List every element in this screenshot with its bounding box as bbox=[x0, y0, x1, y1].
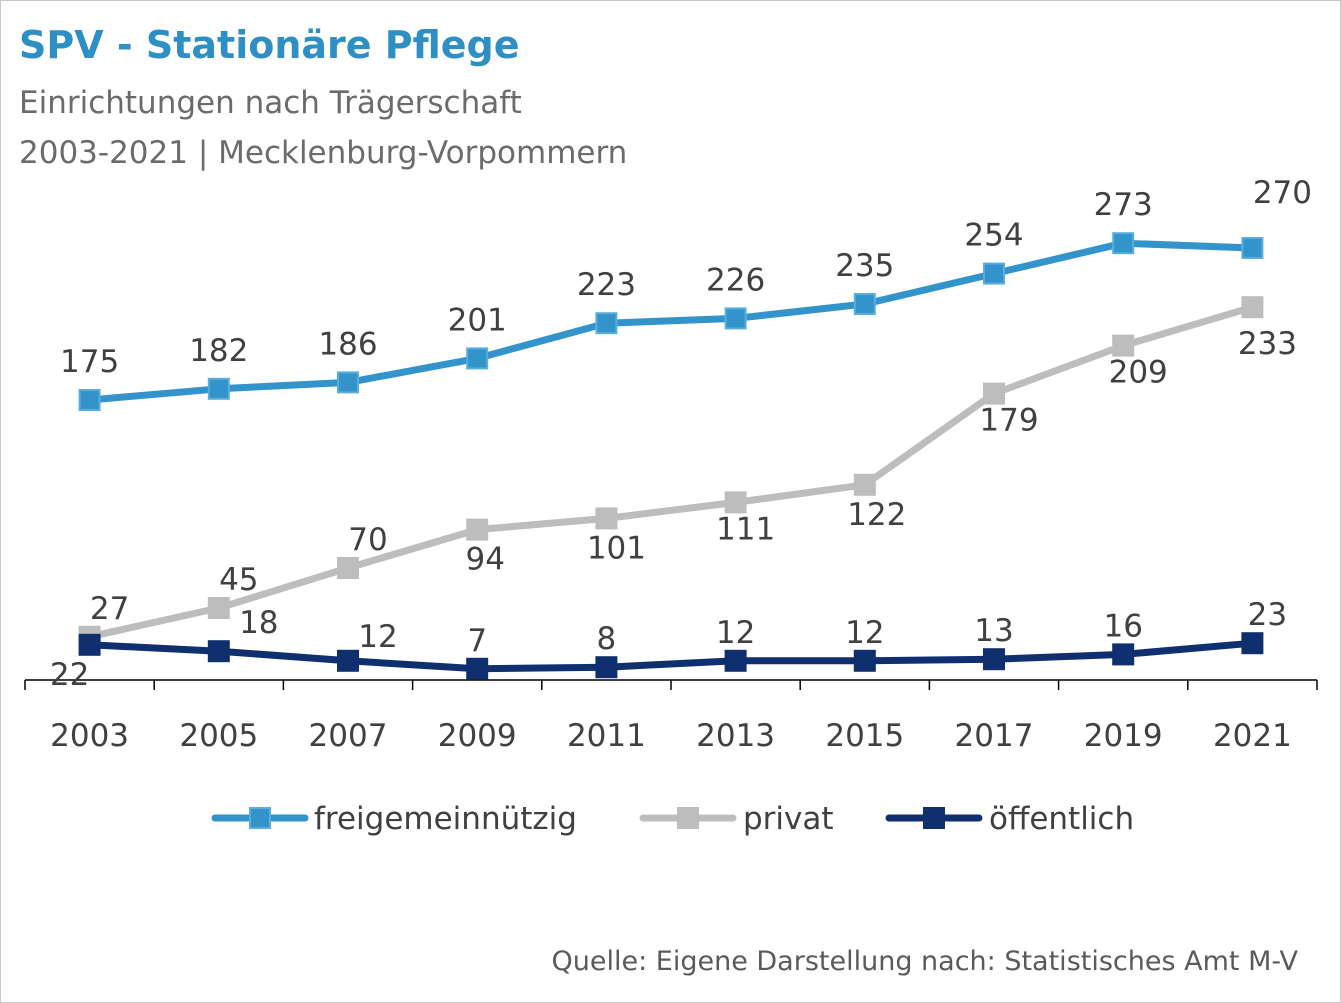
data-label: 122 bbox=[847, 497, 906, 533]
line-chart: 2003 2005 2007 2009 2011 2013 2015 2017 2019 2021… bbox=[24, 175, 1318, 837]
x-tick-label: 2005 bbox=[179, 718, 258, 754]
legend-label: privat bbox=[743, 801, 834, 837]
data-point-marker bbox=[724, 649, 747, 672]
x-tick-label: 2009 bbox=[438, 718, 517, 754]
series-line-2 bbox=[86, 639, 1256, 673]
data-label: 235 bbox=[835, 248, 894, 284]
data-point-marker bbox=[595, 656, 618, 679]
data-label: 270 bbox=[1253, 175, 1312, 211]
data-point-marker bbox=[1112, 643, 1135, 666]
chart-subtitle-period-region: 2003-2021 | Mecklenburg-Vorpommern bbox=[19, 135, 628, 171]
data-label: 226 bbox=[706, 262, 765, 298]
chart-subtitle: Einrichtungen nach Trägerschaft bbox=[19, 85, 522, 121]
data-point-marker bbox=[853, 293, 876, 315]
data-point-marker bbox=[337, 557, 359, 579]
data-point-marker bbox=[595, 507, 618, 530]
legend-marker-2 bbox=[923, 807, 945, 829]
data-point-marker bbox=[466, 657, 489, 680]
data-label: 18 bbox=[239, 605, 278, 641]
data-label: 13 bbox=[974, 613, 1013, 649]
data-point-marker bbox=[78, 633, 101, 656]
data-label: 273 bbox=[1094, 187, 1153, 223]
series-line-1 bbox=[86, 303, 1256, 641]
x-tick-label: 2013 bbox=[696, 718, 775, 754]
x-tick-label: 2017 bbox=[955, 718, 1034, 754]
data-point-marker bbox=[1112, 334, 1135, 357]
data-label: 23 bbox=[1248, 597, 1287, 633]
data-label: 186 bbox=[318, 326, 377, 362]
x-tick-label: 2015 bbox=[825, 718, 904, 754]
x-tick-label: 2003 bbox=[50, 718, 129, 754]
chart-title: SPV - Stationäre Pflege bbox=[19, 23, 520, 67]
legend-marker-0 bbox=[249, 807, 271, 829]
data-label: 254 bbox=[964, 218, 1023, 254]
data-label: 70 bbox=[348, 522, 387, 558]
data-label: 233 bbox=[1238, 326, 1297, 362]
data-point-marker bbox=[207, 597, 230, 619]
data-point-marker bbox=[1241, 296, 1264, 319]
data-point-marker bbox=[724, 307, 747, 330]
data-point-marker bbox=[337, 371, 359, 394]
data-label: 27 bbox=[90, 591, 129, 627]
series-line-0 bbox=[86, 239, 1256, 404]
data-label: 94 bbox=[465, 542, 504, 578]
source-note: Quelle: Eigene Darstellung nach: Statist… bbox=[551, 946, 1299, 977]
data-point-marker bbox=[1241, 632, 1264, 655]
data-point-marker bbox=[207, 377, 230, 400]
data-point-marker bbox=[337, 649, 359, 672]
data-point-marker bbox=[466, 518, 489, 541]
data-point-marker bbox=[983, 382, 1005, 405]
data-point-marker bbox=[724, 491, 747, 514]
x-tick-label: 2007 bbox=[309, 718, 388, 754]
data-label: 12 bbox=[845, 615, 884, 651]
data-point-marker bbox=[853, 649, 876, 672]
data-point-marker bbox=[466, 347, 489, 370]
x-tick-label: 2011 bbox=[567, 718, 646, 754]
data-point-marker bbox=[983, 648, 1005, 671]
data-label: 8 bbox=[597, 621, 617, 657]
data-label: 182 bbox=[189, 333, 248, 369]
data-label: 16 bbox=[1103, 608, 1142, 644]
data-label: 201 bbox=[448, 302, 507, 338]
data-point-marker bbox=[853, 473, 876, 496]
data-label: 175 bbox=[60, 344, 119, 380]
data-label: 111 bbox=[716, 511, 775, 547]
data-point-marker bbox=[78, 389, 101, 411]
legend-label: öffentlich bbox=[989, 801, 1134, 837]
data-label: 22 bbox=[50, 657, 89, 693]
x-tick-label: 2021 bbox=[1213, 718, 1292, 754]
data-point-marker bbox=[983, 262, 1005, 285]
legend-marker-1 bbox=[677, 807, 699, 829]
data-label: 101 bbox=[587, 530, 646, 566]
data-label: 223 bbox=[577, 267, 636, 303]
data-label: 7 bbox=[467, 623, 487, 659]
data-point-marker bbox=[595, 312, 618, 335]
data-label: 179 bbox=[979, 403, 1038, 439]
data-point-marker bbox=[1112, 232, 1135, 255]
x-tick-label: 2019 bbox=[1084, 718, 1163, 754]
data-label: 45 bbox=[219, 562, 258, 598]
legend-label: freigemeinnützig bbox=[314, 801, 577, 837]
data-point-marker bbox=[207, 640, 230, 663]
data-label: 209 bbox=[1109, 355, 1168, 391]
data-label: 12 bbox=[716, 615, 755, 651]
data-label: 12 bbox=[358, 619, 397, 655]
data-point-marker bbox=[1241, 237, 1264, 259]
